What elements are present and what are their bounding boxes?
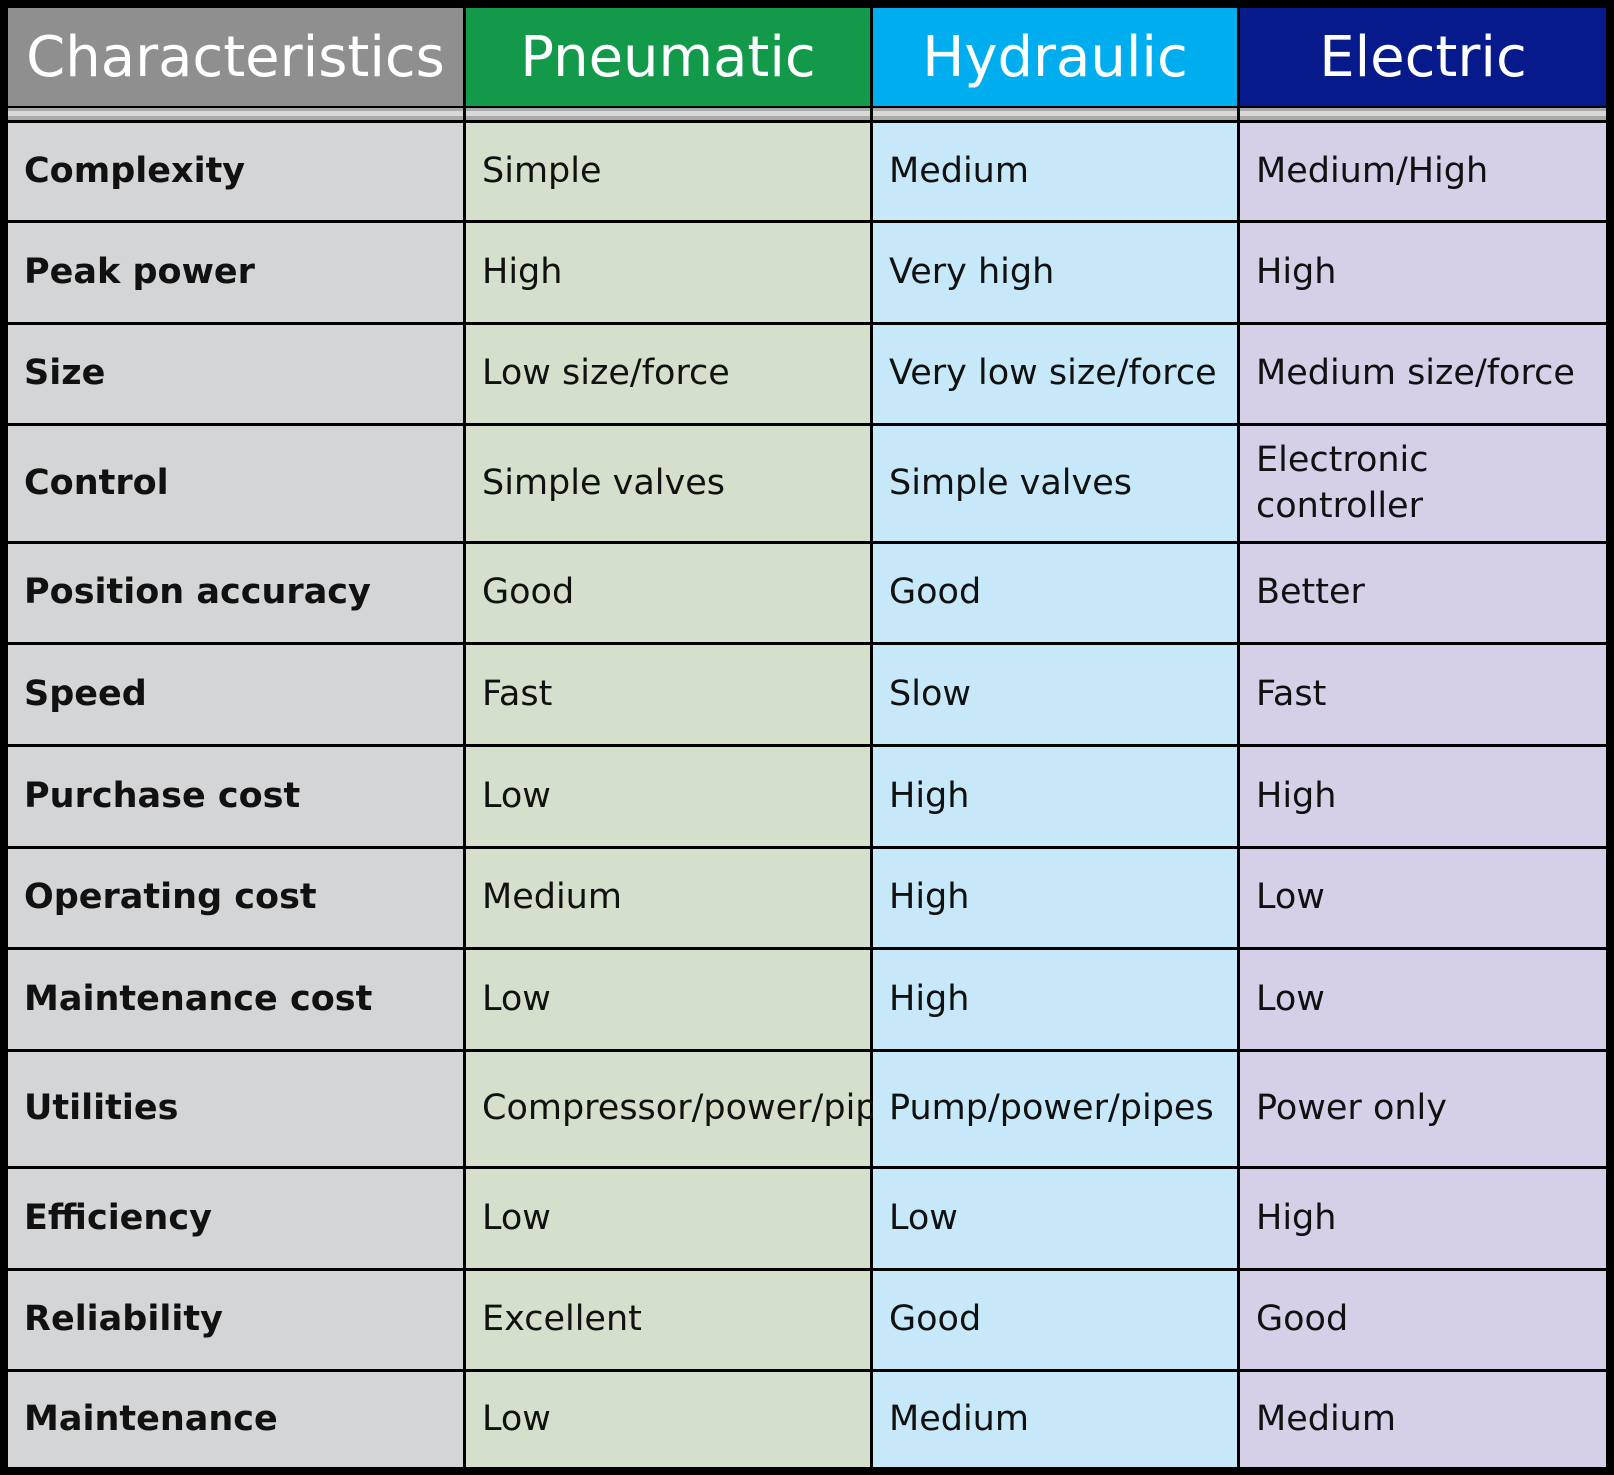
table-cell: Medium	[873, 123, 1237, 220]
table-cell: Good	[466, 544, 870, 642]
table-cell: Pump/power/pipes	[873, 1052, 1237, 1166]
table-cell: Power only	[1240, 1052, 1606, 1166]
table-cell: Fast	[1240, 645, 1606, 744]
table-cell: Low	[1240, 950, 1606, 1049]
table-cell: Slow	[873, 645, 1237, 744]
table-cell: High	[1240, 1169, 1606, 1268]
row-label: Maintenance cost	[8, 950, 463, 1049]
table-cell: Medium	[873, 1372, 1237, 1467]
table-cell: Simple valves	[873, 426, 1237, 541]
row-label: Speed	[8, 645, 463, 744]
table-cell: Low	[1240, 849, 1606, 947]
row-label: Position accuracy	[8, 544, 463, 642]
column-header: Pneumatic	[466, 8, 870, 106]
header-separator	[873, 108, 1237, 120]
table-cell: Good	[1240, 1271, 1606, 1369]
row-label: Reliability	[8, 1271, 463, 1369]
table-cell: High	[1240, 223, 1606, 322]
comparison-table: Characteristics Pneumatic Hydraulic Electri…	[8, 8, 1606, 1467]
column-header: Electric	[1240, 8, 1606, 106]
table-cell: Low	[466, 950, 870, 1049]
table-cell: Low	[873, 1169, 1237, 1268]
table-cell: Medium size/force	[1240, 325, 1606, 423]
column-header: Hydraulic	[873, 8, 1237, 106]
table-cell: Fast	[466, 645, 870, 744]
table-cell: Better	[1240, 544, 1606, 642]
row-label: Utilities	[8, 1052, 463, 1166]
table-cell: Medium/High	[1240, 123, 1606, 220]
table-cell: Good	[873, 544, 1237, 642]
row-label: Operating cost	[8, 849, 463, 947]
table-cell: Very high	[873, 223, 1237, 322]
table-cell: Good	[873, 1271, 1237, 1369]
table-cell: Low	[466, 747, 870, 846]
row-label: Control	[8, 426, 463, 541]
header-separator	[1240, 108, 1606, 120]
table-cell: High	[466, 223, 870, 322]
table-cell: Medium	[1240, 1372, 1606, 1467]
table-cell: Low size/force	[466, 325, 870, 423]
column-header: Characteristics	[8, 8, 463, 106]
row-label: Maintenance	[8, 1372, 463, 1467]
table-cell: Compressor/power/pipes	[466, 1052, 917, 1166]
table-cell: Low	[466, 1169, 870, 1268]
table-cell: High	[873, 747, 1237, 846]
table-cell: Very low size/force	[873, 325, 1237, 423]
table-cell: High	[1240, 747, 1606, 846]
row-label: Peak power	[8, 223, 463, 322]
table-cell: High	[873, 950, 1237, 1049]
row-label: Purchase cost	[8, 747, 463, 846]
header-separator	[8, 108, 463, 120]
table-cell: Medium	[466, 849, 870, 947]
table-cell: High	[873, 849, 1237, 947]
header-separator	[466, 108, 870, 120]
table-cell: Simple	[466, 123, 870, 220]
row-label: Complexity	[8, 123, 463, 220]
row-label: Size	[8, 325, 463, 423]
table-cell: Electronic controller	[1240, 426, 1606, 541]
table-cell: Simple valves	[466, 426, 870, 541]
table-cell: Low	[466, 1372, 870, 1467]
row-label: Efficiency	[8, 1169, 463, 1268]
table-cell: Excellent	[466, 1271, 870, 1369]
